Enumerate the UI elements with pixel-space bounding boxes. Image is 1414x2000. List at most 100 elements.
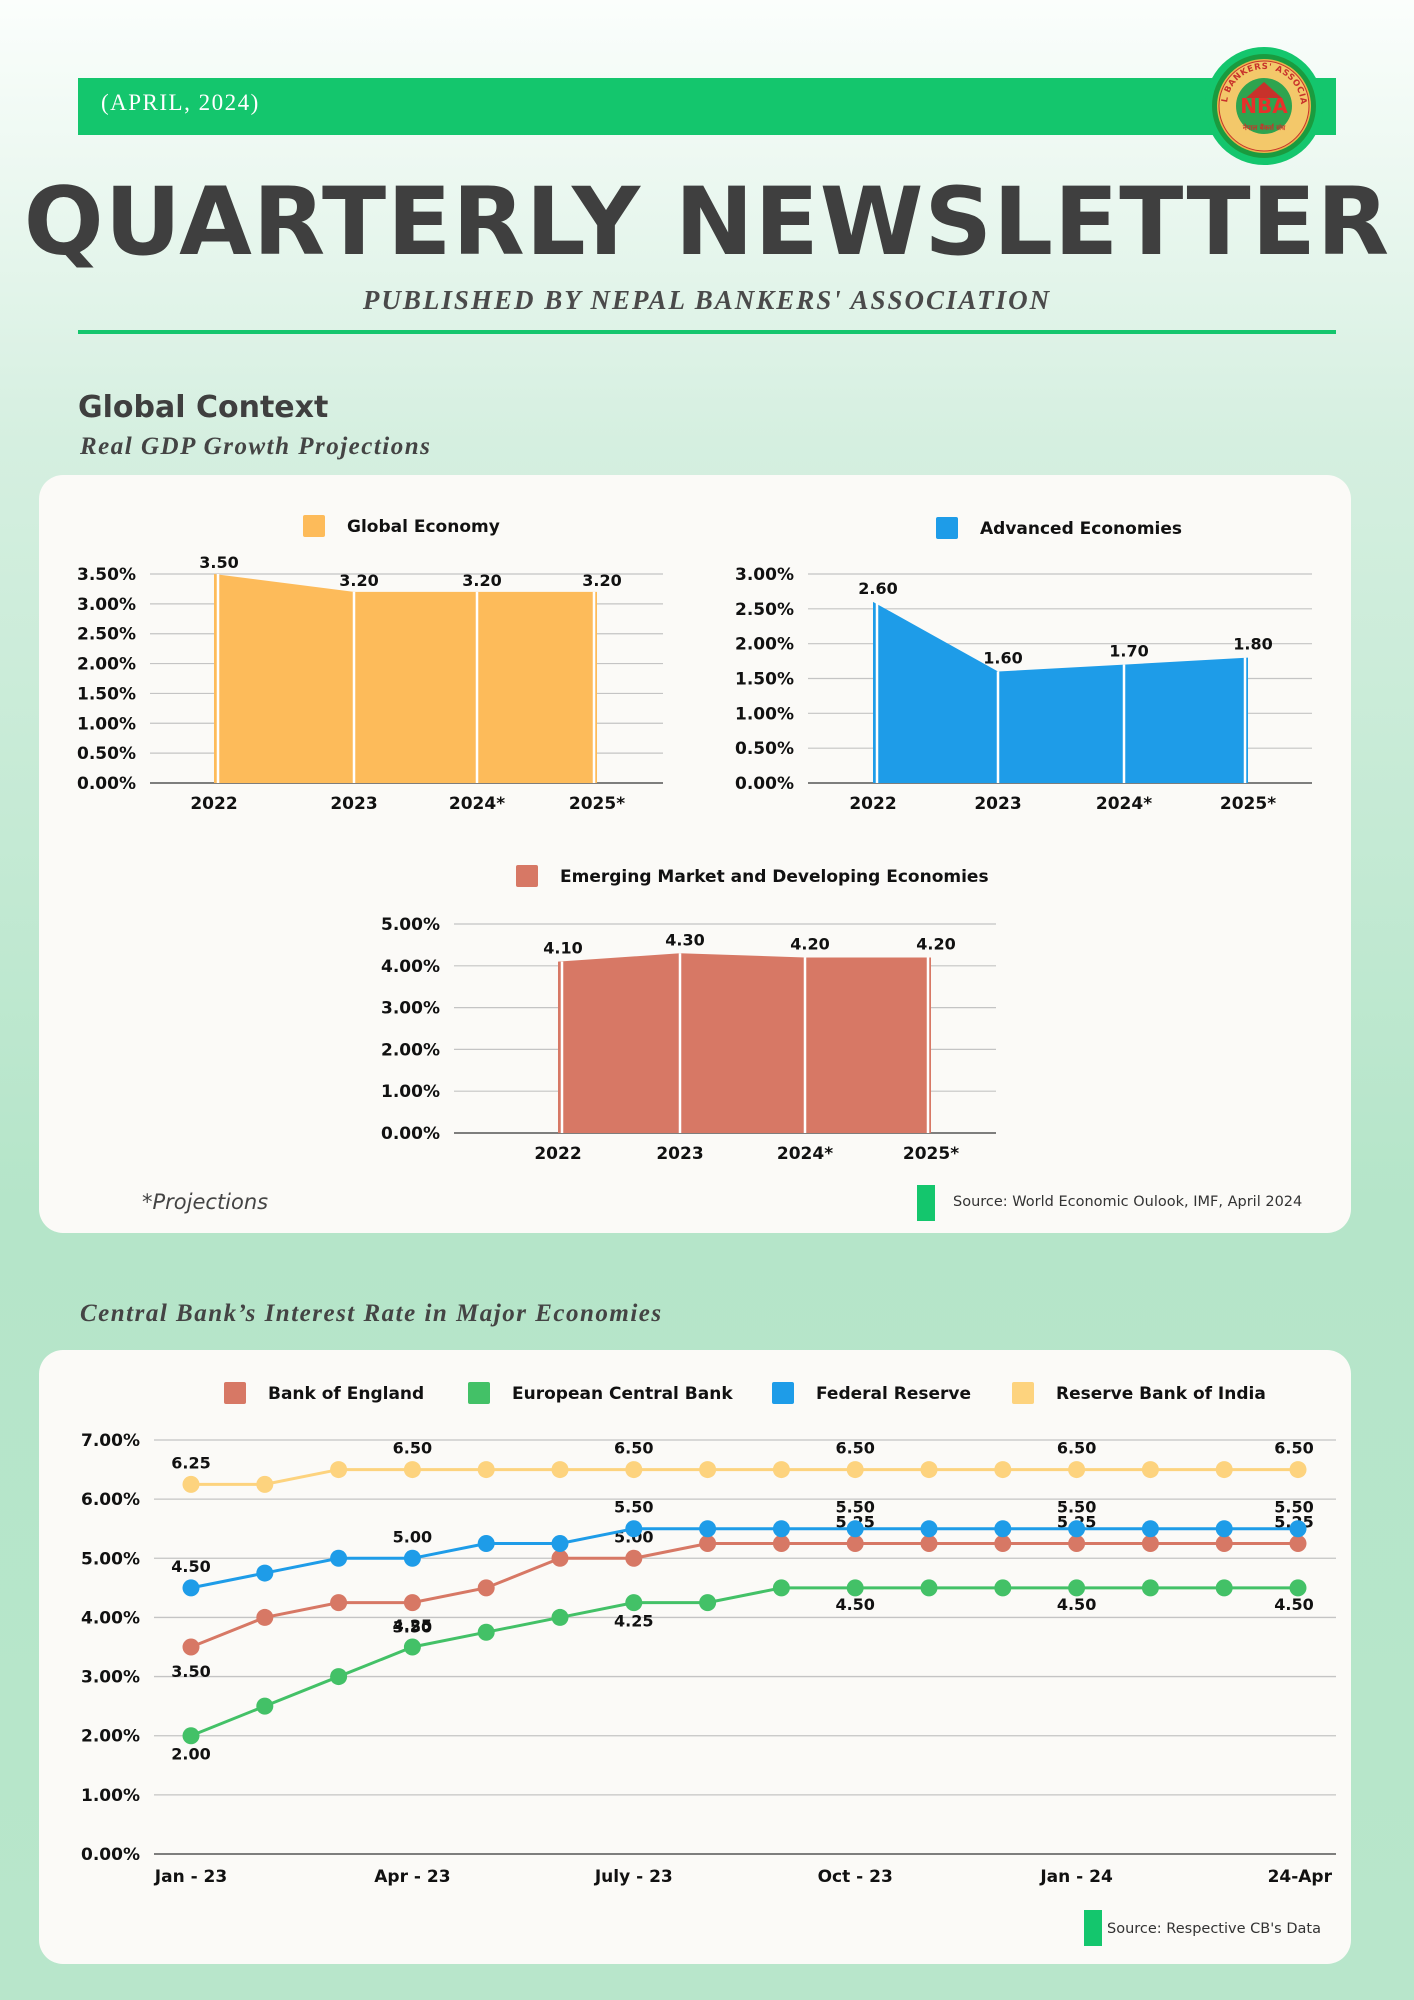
data-point — [772, 1535, 790, 1552]
data-point — [477, 1461, 495, 1479]
data-point — [403, 1594, 421, 1612]
data-label: 5.50 — [1057, 1498, 1096, 1517]
data-label: 5.50 — [835, 1498, 874, 1517]
data-label: 4.50 — [835, 1595, 874, 1614]
y-tick-label: 1.50% — [77, 684, 136, 704]
projections-note: *Projections — [142, 1190, 269, 1214]
x-tick-label: July - 23 — [594, 1867, 673, 1887]
data-point — [920, 1461, 938, 1479]
data-point — [920, 1535, 938, 1552]
interest-rate-panel — [39, 1350, 1351, 1964]
y-tick-label: 2.00% — [77, 655, 136, 675]
y-tick-label: 1.00% — [735, 704, 794, 724]
data-point — [256, 1608, 274, 1626]
data-point — [551, 1549, 569, 1567]
data-label: 3.50 — [199, 553, 238, 572]
gdp-charts: 0.00% 0.50% 1.00% 1.50% 2.00% 2.50% 3.00% 3.50%… — [77, 515, 1312, 1164]
x-tick-label: 24-Apr — [1268, 1867, 1333, 1887]
data-point — [1215, 1579, 1233, 1597]
data-label: 2.60 — [858, 579, 897, 598]
data-point — [699, 1461, 717, 1479]
data-point — [1068, 1535, 1086, 1552]
gdp-source: Source: World Economic Oulook, IMF, Apri… — [953, 1194, 1303, 1210]
data-label: 6.50 — [393, 1439, 432, 1458]
y-tick-label: 6.00% — [81, 1490, 140, 1510]
x-tick-label: 2024* — [777, 1144, 833, 1164]
data-point — [625, 1549, 643, 1567]
data-point — [994, 1461, 1012, 1479]
data-point — [1289, 1520, 1307, 1538]
data-point — [1215, 1520, 1233, 1538]
data-point — [699, 1594, 717, 1612]
data-point — [182, 1638, 200, 1656]
data-label: 4.20 — [916, 934, 955, 953]
data-point — [1141, 1579, 1159, 1597]
data-label: 3.50 — [393, 1618, 432, 1637]
data-point — [403, 1461, 421, 1479]
data-point — [625, 1594, 643, 1612]
gdp-chart-2: 0.00% 1.00% 2.00% 3.00% 4.00% 5.00% 4.10 4.30 4.… — [381, 865, 996, 1164]
y-tick-label: 4.00% — [381, 957, 440, 977]
data-point — [182, 1727, 200, 1745]
y-tick-label: 2.50% — [735, 600, 794, 620]
y-tick-label: 5.00% — [81, 1549, 140, 1569]
series-line — [190, 1586, 1298, 1738]
x-tick-label: 2022 — [190, 794, 237, 814]
legend-label: Emerging Market and Developing Economies — [560, 867, 989, 887]
series-line — [191, 1468, 1298, 1486]
y-tick-label: 3.50% — [77, 565, 136, 585]
data-point — [330, 1549, 348, 1567]
data-label: 5.50 — [1274, 1498, 1313, 1517]
y-tick-label: 0.00% — [81, 1845, 140, 1865]
logo-text: NBA — [1240, 94, 1288, 118]
legend-swatch — [516, 865, 538, 887]
series-line — [190, 1527, 1298, 1590]
x-tick-label: Oct - 23 — [818, 1867, 893, 1887]
data-point — [551, 1461, 569, 1479]
data-point — [1215, 1461, 1233, 1479]
legend-label: Federal Reserve — [816, 1384, 971, 1404]
data-point — [1289, 1535, 1307, 1552]
y-tick-label: 0.00% — [77, 774, 136, 794]
y-tick-label: 0.00% — [735, 774, 794, 794]
data-point — [256, 1564, 274, 1582]
data-point — [1215, 1535, 1233, 1552]
data-point — [625, 1520, 643, 1538]
data-point — [772, 1579, 790, 1597]
data-point — [256, 1475, 274, 1493]
x-tick-label: 2023 — [656, 1144, 703, 1164]
data-point — [1068, 1461, 1086, 1479]
data-point — [699, 1535, 717, 1552]
y-tick-label: 1.00% — [81, 1786, 140, 1806]
series-federal-reserve: 4.50 5.00 5.50 5.50 5.50 5.50 — [171, 1498, 1314, 1597]
rate-chart: 0.00% 1.00% 2.00% 3.00% 4.00% 5.00% 6.00% 7.00%… — [81, 1382, 1336, 1887]
data-point — [551, 1535, 569, 1552]
data-label: 5.50 — [614, 1498, 653, 1517]
gdp-source-marker — [917, 1185, 935, 1221]
x-tick-label: 2025* — [903, 1144, 959, 1164]
area-2 — [558, 953, 931, 1133]
y-tick-label: 5.00% — [381, 915, 440, 935]
y-tick-label: 0.50% — [735, 739, 794, 759]
data-label: 2.00 — [171, 1745, 210, 1764]
data-point — [403, 1638, 421, 1656]
data-label: 4.50 — [1274, 1595, 1313, 1614]
data-label: 6.25 — [171, 1453, 210, 1472]
data-point — [256, 1697, 274, 1715]
data-point — [920, 1579, 938, 1597]
page-title: QUARTERLY NEWSLETTER — [23, 168, 1391, 277]
data-point — [477, 1535, 495, 1552]
data-label: 3.20 — [582, 571, 621, 590]
area-1 — [873, 601, 1248, 783]
data-label: 4.25 — [393, 1616, 432, 1635]
data-point — [1289, 1579, 1307, 1597]
y-tick-label: 0.50% — [77, 744, 136, 764]
data-point — [1289, 1461, 1307, 1479]
data-label: 6.50 — [614, 1439, 653, 1458]
x-tick-label: 2022 — [534, 1144, 581, 1164]
y-tick-label: 2.50% — [77, 625, 136, 645]
legend-label: Reserve Bank of India — [1056, 1384, 1266, 1404]
data-point — [1141, 1461, 1159, 1479]
section-heading-global-context: Global Context — [78, 390, 329, 425]
